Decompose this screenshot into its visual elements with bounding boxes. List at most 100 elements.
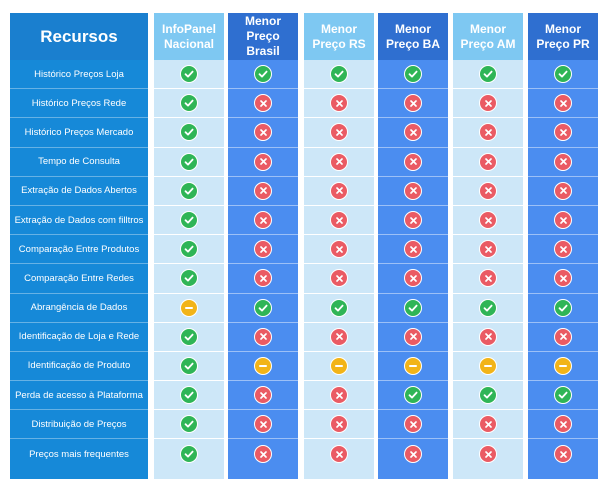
table-cell [304,235,374,265]
table-cell [304,60,374,90]
table-cell [453,235,523,265]
table-cell [453,352,523,382]
table-cell [528,206,598,236]
table-cell [304,89,374,119]
cross-icon [254,415,272,434]
plan-values [453,60,523,479]
cross-icon [254,269,272,288]
cross-icon [330,94,348,113]
check-icon [180,415,198,434]
cross-icon [254,94,272,113]
plan-header: Menor Preço PR [528,13,598,60]
table-cell [378,381,448,411]
table-cell [304,206,374,236]
plan-header: Menor Preço BA [378,13,448,60]
plan-header: Menor Preço AM [453,13,523,60]
table-cell [378,206,448,236]
table-cell [154,410,224,440]
table-cell [453,323,523,352]
check-icon [180,269,198,288]
plan-values [304,60,374,479]
resource-label: Identificação de Produto [10,352,148,382]
table-cell [528,118,598,148]
plan-column: Menor Preço RS [304,13,374,479]
resource-label: Identificação de Loja e Rede [10,323,148,352]
plan-column: Menor Preço BA [378,13,448,479]
table-cell [528,352,598,382]
check-icon [479,298,497,317]
cross-icon [479,211,497,230]
table-cell [528,381,598,411]
table-cell [154,439,224,468]
table-cell [304,410,374,440]
cross-icon [330,445,348,464]
cross-icon [254,123,272,142]
resources-header: Recursos [10,13,148,60]
table-cell [304,264,374,294]
table-cell [154,352,224,382]
table-cell [154,264,224,294]
table-cell [154,323,224,352]
check-icon [554,298,572,317]
cross-icon [330,123,348,142]
table-cell [154,89,224,119]
table-cell [304,439,374,468]
table-cell [304,148,374,177]
cross-icon [479,327,497,346]
resource-label: Preços mais frequentes [29,448,129,460]
plan-header: Menor Preço RS [304,13,374,60]
cross-icon [404,211,422,230]
table-cell [528,235,598,265]
plan-values [378,60,448,479]
check-icon [254,298,272,317]
table-cell [528,439,598,468]
resource-label: Histórico Preços Rede [10,89,148,119]
cross-icon [254,386,272,405]
table-cell [304,352,374,382]
cross-icon [330,327,348,346]
table-cell [304,118,374,148]
table-cell [304,323,374,352]
partial-icon [404,356,422,375]
plan-column: Menor Preço AM [453,13,523,479]
cross-icon [254,445,272,464]
check-icon [180,181,198,200]
table-cell [378,439,448,468]
cross-icon [404,240,422,259]
table-cell [154,235,224,265]
table-cell [453,381,523,411]
table-cell [378,148,448,177]
cross-icon [404,415,422,434]
cross-icon [254,327,272,346]
cross-icon [479,269,497,288]
partial-icon [554,356,572,375]
plan-header: InfoPanel Nacional [154,13,224,60]
table-cell [228,439,298,468]
table-cell [453,177,523,206]
plan-column: Menor Preço PR [528,13,598,479]
cross-icon [479,240,497,259]
table-cell [228,177,298,206]
table-cell [528,264,598,294]
cross-icon [479,445,497,464]
cross-icon [330,152,348,171]
cross-icon [330,386,348,405]
resource-label: Comparação Entre Redes [10,264,148,294]
cross-icon [404,181,422,200]
cross-icon [554,123,572,142]
cross-icon [404,269,422,288]
table-cell [528,89,598,119]
table-cell [528,177,598,206]
cross-icon [330,181,348,200]
cross-icon [404,94,422,113]
table-cell [378,118,448,148]
check-icon [404,298,422,317]
check-icon [180,94,198,113]
table-cell [378,323,448,352]
check-icon [404,65,422,84]
table-cell [154,60,224,90]
cross-icon [554,415,572,434]
cross-icon [330,269,348,288]
check-icon [554,386,572,405]
